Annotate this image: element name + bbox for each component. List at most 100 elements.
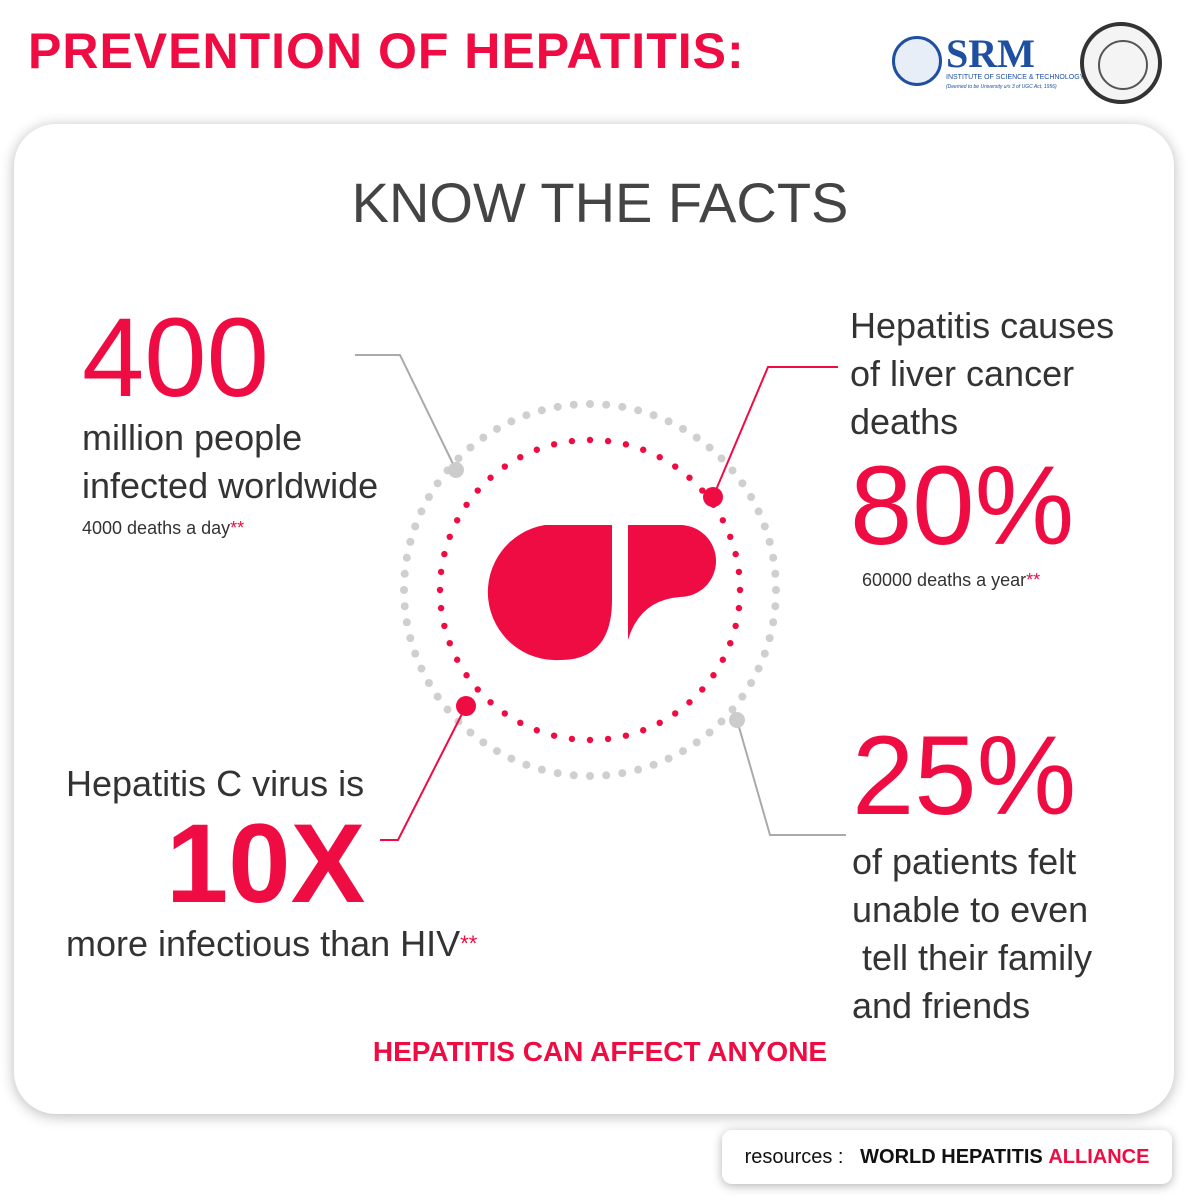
- asterisks: **: [1026, 570, 1041, 590]
- ring-dot: [568, 437, 576, 445]
- fact-line-row: more infectious than HIV**: [66, 920, 477, 968]
- ring-dot: [453, 656, 461, 663]
- fact-line: deaths: [850, 401, 959, 442]
- ring-dot: [618, 769, 627, 778]
- fact-figure: 25%: [852, 713, 1077, 838]
- ring-dot: [717, 454, 726, 463]
- seal-inner: [1098, 40, 1148, 90]
- fact-line: infected worldwide: [82, 465, 379, 506]
- liver-right: [628, 525, 716, 640]
- ring-dot: [649, 411, 658, 420]
- ring-dot: [586, 772, 594, 780]
- ring-dot: [479, 738, 488, 747]
- ring-dot: [736, 586, 744, 594]
- asterisks: **: [230, 518, 245, 538]
- node: [729, 712, 745, 728]
- ring-dot: [686, 474, 693, 481]
- fact-figure: 400: [82, 295, 269, 420]
- ring-dot: [493, 424, 501, 433]
- resources-box: resources : WORLD HEPATITIS ALLIANCE: [722, 1130, 1172, 1184]
- ring-dot: [765, 634, 774, 643]
- asterisks: **: [460, 931, 478, 956]
- ring-dot: [443, 705, 452, 714]
- ring-dot: [672, 710, 679, 717]
- ring-dot: [699, 487, 706, 494]
- fact: 25% of patients felt unable to even tell…: [852, 720, 1092, 1030]
- ring-dot: [634, 765, 643, 774]
- fact: 400 million people infected worldwide 40…: [82, 302, 378, 539]
- ring-dot: [586, 436, 594, 444]
- fact-note-row: 60000 deaths a year**: [862, 570, 1114, 591]
- ring-dot: [672, 463, 679, 470]
- ring-dot: [446, 533, 453, 541]
- ring-dot: [522, 411, 531, 420]
- ring-dot: [735, 568, 743, 576]
- ring-dot: [433, 479, 442, 488]
- ring-dot: [424, 493, 433, 501]
- ring-dot: [400, 586, 408, 594]
- ring-dot: [400, 602, 409, 611]
- ring-dot: [639, 727, 647, 734]
- ring-dot: [622, 441, 630, 448]
- ring-dot: [453, 517, 461, 524]
- ring-dot: [710, 672, 717, 679]
- ring-dot: [437, 568, 445, 576]
- ring-dot: [686, 699, 693, 706]
- ring-dot: [604, 735, 612, 743]
- ring-dot: [411, 522, 420, 531]
- ring-dot: [705, 443, 714, 452]
- ring-dot: [634, 406, 643, 415]
- ring-dot: [771, 602, 780, 611]
- ring-dot: [664, 754, 673, 763]
- ring-dot: [735, 604, 743, 612]
- ring-dot: [692, 433, 701, 442]
- ring-dot: [664, 417, 673, 426]
- logo-note: (Deemed to be University u/s 3 of UGC Ac…: [946, 84, 1057, 90]
- ring-dot: [728, 705, 737, 714]
- ring-dot: [466, 728, 475, 737]
- ring-dot: [533, 727, 541, 734]
- fact-line: of liver cancer: [850, 353, 1075, 394]
- ring-dot: [507, 417, 516, 426]
- fact-line: and friends: [852, 985, 1031, 1026]
- ring-dot: [463, 501, 470, 508]
- ring-dot: [424, 679, 433, 687]
- college-seal: [1080, 22, 1162, 104]
- fact-line: Hepatitis C virus is: [66, 763, 365, 804]
- ring-dot: [769, 553, 778, 562]
- ring-dot: [618, 402, 627, 411]
- connector: [380, 705, 467, 841]
- ring-dot: [402, 553, 411, 562]
- ring-dot: [406, 634, 415, 643]
- ring-dot: [760, 522, 769, 531]
- fact-line: unable to even: [852, 889, 1089, 930]
- ring-dot: [765, 537, 774, 546]
- ring-dot: [569, 771, 578, 780]
- ring-dot: [754, 664, 763, 673]
- ring-dot: [474, 686, 481, 693]
- ring-dot: [441, 622, 448, 630]
- page-title: PREVENTION OF HEPATITIS:: [28, 23, 745, 79]
- node: [456, 696, 476, 716]
- ring-dot: [400, 569, 409, 578]
- fact-line: tell their family: [852, 937, 1093, 978]
- connector: [736, 719, 846, 836]
- connector: [712, 366, 838, 498]
- liver-left: [487, 525, 612, 661]
- logo-name: SRM: [946, 31, 1035, 76]
- ring-dot: [679, 747, 687, 756]
- fact-note: 60000 deaths a year: [862, 570, 1027, 590]
- ring-dot: [719, 517, 727, 524]
- resources-label: resources :: [744, 1146, 844, 1168]
- ring-dot: [747, 679, 756, 687]
- ring-dot: [604, 437, 612, 445]
- fact-figure: 10X: [166, 801, 366, 926]
- ring-dot: [639, 446, 647, 453]
- ring-dot: [699, 686, 706, 693]
- ring-dot: [586, 400, 594, 408]
- ring-dot: [533, 446, 541, 453]
- logo-subtitle: INSTITUTE OF SCIENCE & TECHNOLOGY: [946, 74, 1085, 81]
- ring-dot: [732, 550, 739, 558]
